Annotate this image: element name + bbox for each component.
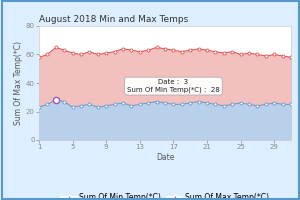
Text: Date :  3
Sum Of Min Temp(*C) :  28: Date : 3 Sum Of Min Temp(*C) : 28 <box>127 79 220 93</box>
Legend: Sum Of Min Temp(*C), Sum Of Max Temp(*C): Sum Of Min Temp(*C), Sum Of Max Temp(*C) <box>58 189 272 200</box>
X-axis label: Date: Date <box>156 153 174 162</box>
Text: August 2018 Min and Max Temps: August 2018 Min and Max Temps <box>39 15 188 24</box>
Y-axis label: Sum Of Max Temp(*C): Sum Of Max Temp(*C) <box>14 41 23 125</box>
